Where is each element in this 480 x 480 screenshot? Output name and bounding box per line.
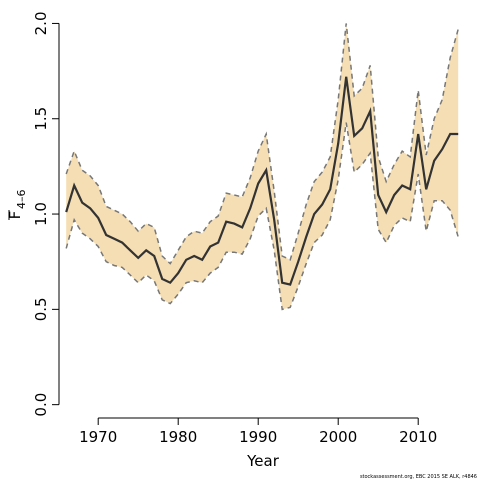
upper-bound [65,23,459,265]
estimate-line [65,76,459,286]
x-tick-label: 1970 [79,428,117,446]
x-tick-label: 1980 [159,428,197,446]
y-tick-label: 1.0 [32,202,50,226]
confidence-band [66,23,459,310]
x-tick-label: 1990 [239,428,277,446]
y-tick-label: 0.0 [32,393,50,417]
y-tick-label: 2.0 [32,12,50,36]
footer: stockassessment.org, EBC 2015 SE ALK, r4… [360,474,477,480]
y-axis-label-subscript: 4–6 [15,190,28,210]
y-tick-label: 1.5 [32,107,50,131]
x-tick-label: 2010 [399,428,437,446]
y-axis-label: F 4–6 [6,190,28,220]
x-tick-label: 2000 [319,428,357,446]
y-axis-label-main: F [6,211,24,220]
y-tick-label: 0.5 [32,297,50,321]
x-axis-label: Year [246,452,280,470]
lower-bound [65,122,459,311]
